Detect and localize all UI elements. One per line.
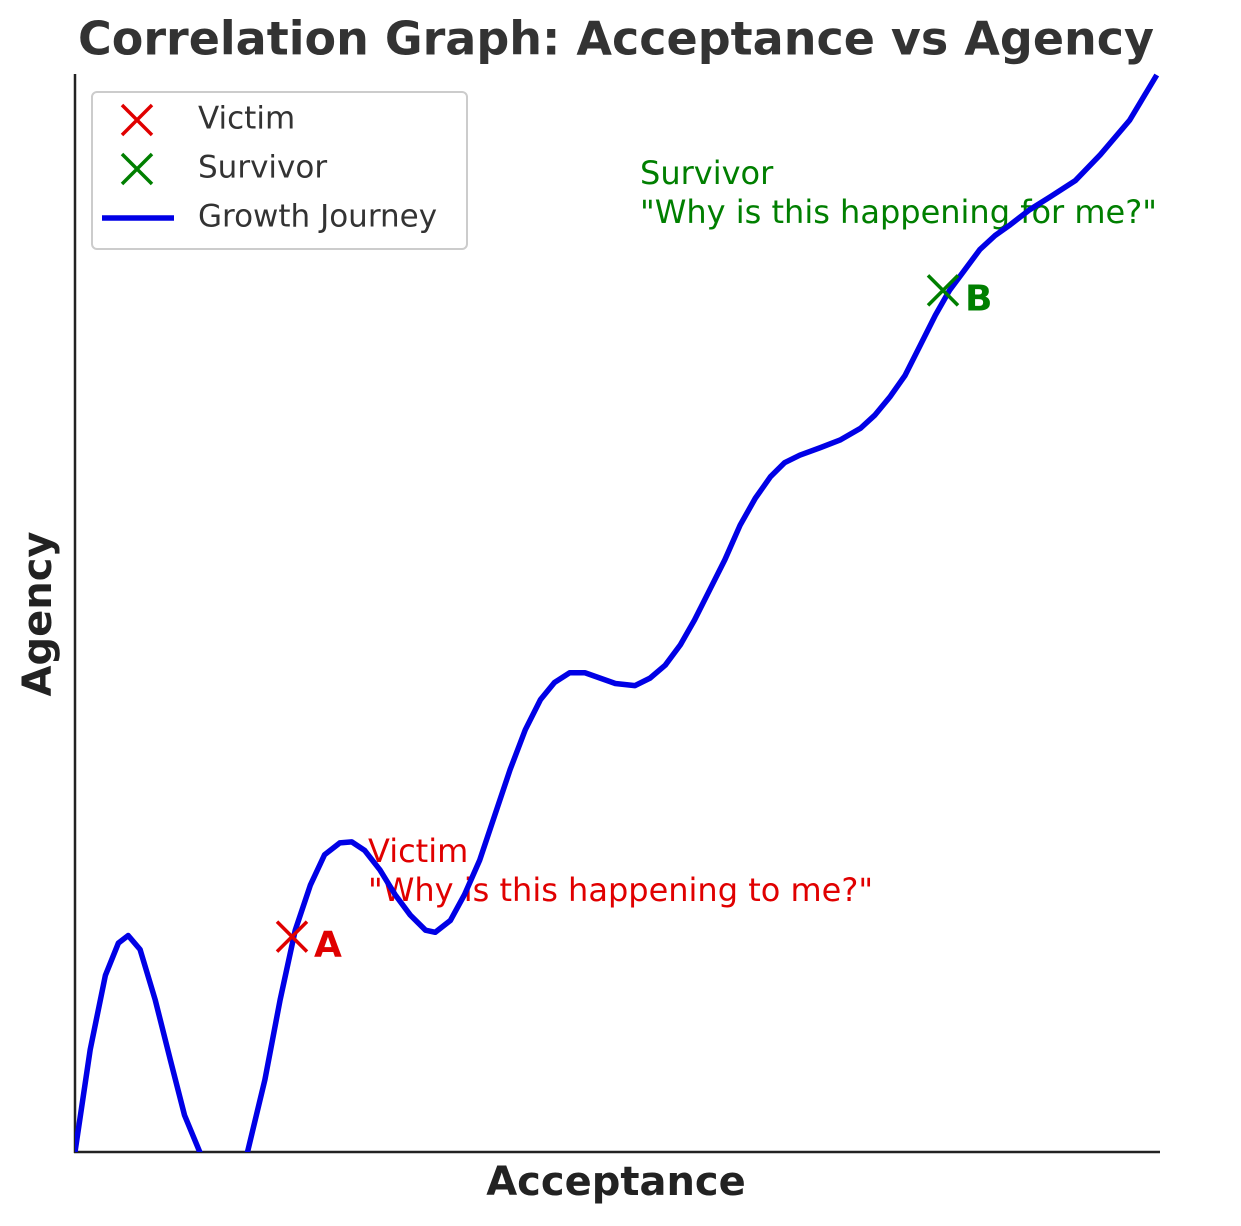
legend-box xyxy=(91,91,468,250)
annotation: Victim xyxy=(368,832,468,870)
scatter-point xyxy=(275,920,309,953)
annotation: "Why is this happening to me?" xyxy=(368,871,873,909)
annotation: Survivor xyxy=(640,154,774,192)
x-axis-label: Acceptance xyxy=(486,1159,746,1205)
y-axis-label: Agency xyxy=(15,532,61,697)
point-label: A xyxy=(314,925,342,966)
annotation: "Why is this happening for me?" xyxy=(640,193,1157,231)
legend-swatch xyxy=(120,152,154,186)
legend-label: Survivor xyxy=(198,150,327,186)
legend-swatch xyxy=(120,103,154,137)
point-label: B xyxy=(965,278,992,319)
scatter-point xyxy=(926,274,960,307)
chart-title: Correlation Graph: Acceptance vs Agency xyxy=(78,12,1154,66)
legend-label: Growth Journey xyxy=(198,199,437,235)
legend-label: Victim xyxy=(198,101,295,137)
line-series xyxy=(75,73,1160,1152)
legend: Victim Survivor Growth Journey xyxy=(91,91,468,250)
